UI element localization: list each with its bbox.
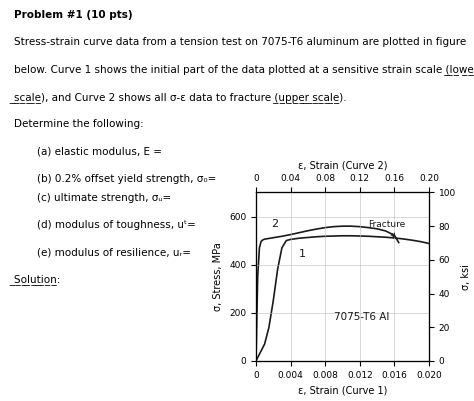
Y-axis label: σ, Stress, MPa: σ, Stress, MPa bbox=[213, 242, 223, 311]
Text: 2: 2 bbox=[272, 219, 279, 229]
Text: Stress-strain curve data from a tension test on 7075-T6 aluminum are plotted in : Stress-strain curve data from a tension … bbox=[14, 37, 466, 47]
Text: Problem #1 (10 pts): Problem #1 (10 pts) bbox=[14, 10, 133, 20]
Text: 1: 1 bbox=[299, 249, 306, 259]
Text: (c) ultimate strength, σᵤ=: (c) ultimate strength, σᵤ= bbox=[37, 193, 172, 203]
Text: Fracture: Fracture bbox=[368, 220, 406, 237]
Text: below. Curve 1 shows the initial part of the data plotted at a sensitive strain : below. Curve 1 shows the initial part of… bbox=[14, 65, 474, 75]
Text: (d) modulus of toughness, uᵗ=: (d) modulus of toughness, uᵗ= bbox=[37, 220, 196, 230]
Text: 7075-T6 Al: 7075-T6 Al bbox=[334, 312, 389, 322]
Text: ̲S̲o̲l̲u̲t̲i̲o̲n̲:: ̲S̲o̲l̲u̲t̲i̲o̲n̲: bbox=[14, 275, 60, 286]
Y-axis label: σ, ksi: σ, ksi bbox=[462, 264, 472, 290]
Text: (a) elastic modulus, E =: (a) elastic modulus, E = bbox=[37, 146, 162, 156]
X-axis label: ε, Strain (Curve 2): ε, Strain (Curve 2) bbox=[298, 160, 387, 170]
Text: ̲s̲c̲a̲l̲e̲), and Curve 2 shows all σ-ε data to fracture (̲u̲p̲p̲e̲r̲ ̲s̲c̲a̲l̲e: ̲s̲c̲a̲l̲e̲), and Curve 2 shows all σ-ε … bbox=[14, 92, 346, 103]
Text: (b) 0.2% offset yield strength, σ₀=: (b) 0.2% offset yield strength, σ₀= bbox=[37, 174, 217, 184]
Text: Determine the following:: Determine the following: bbox=[14, 119, 144, 129]
X-axis label: ε, Strain (Curve 1): ε, Strain (Curve 1) bbox=[298, 385, 387, 395]
Text: (e) modulus of resilience, uᵣ=: (e) modulus of resilience, uᵣ= bbox=[37, 247, 191, 257]
